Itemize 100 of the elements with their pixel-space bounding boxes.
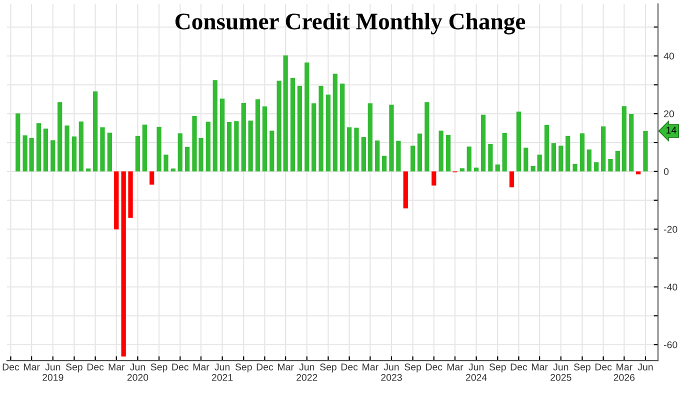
bar [142,124,147,172]
bar [326,94,331,172]
bar [206,122,210,172]
bar [629,114,634,172]
bar [480,114,486,172]
bar [375,140,380,172]
bar [36,123,42,172]
bar [403,171,408,208]
bar [615,150,620,172]
x-tick-label: Dec [87,364,104,370]
bar [234,121,239,172]
x-tick-label: Sep [320,364,336,372]
x-tick-label: Dec [341,364,358,370]
y-tick-label: 0 [664,168,669,176]
x-tick-label: Jun 2023 [381,364,402,381]
x-tick-label: Mar [447,364,464,370]
bar [212,80,218,172]
x-tick-label: Mar 2026 [614,364,635,381]
x-tick-label: Sep [574,364,590,372]
bar [226,122,232,172]
bar [530,166,536,172]
x-tick-label: Sep [404,364,422,372]
x-tick-label: Sep [489,364,506,372]
x-tick-label: Sep [66,364,82,372]
x-tick-label: Jun 2020 [127,364,148,381]
bar [156,126,162,172]
x-tick-label: Jun 2019 [42,364,64,381]
x-tick-label: Dec [172,364,189,370]
bar [368,103,372,172]
y-tick-label: -60 [664,341,678,348]
bar [502,133,507,172]
bar [636,171,641,174]
x-tick-label: Dec [426,364,442,370]
bar [92,91,98,172]
bar [270,130,274,172]
bar [78,121,84,172]
bar [276,80,282,172]
x-tick-label: Mar [278,364,294,370]
bar [255,99,260,172]
x-tick-label: Dec [595,364,612,370]
x-tick-label: Dec [256,364,274,370]
bar [466,146,472,172]
bar [460,168,464,172]
bar [184,146,190,172]
bar [410,146,416,172]
bar [509,171,514,188]
bar [248,120,253,172]
bar [643,130,648,172]
bar [572,164,578,172]
x-tick-label: Jun [638,364,653,370]
bar [262,106,268,172]
bar [72,136,77,172]
x-tick-label: Jun 2024 [466,364,487,381]
bar [64,125,70,172]
bar [551,143,556,172]
bar [537,154,542,172]
bar [241,102,246,172]
bar [432,171,436,186]
bar [354,128,359,172]
bar [114,171,119,230]
x-tick-label: Sep [235,364,252,372]
x-tick-label: Mar [24,364,40,370]
chart-title: Consumer Credit Monthly Change [175,12,526,34]
bar [107,132,112,172]
bar [135,136,140,172]
x-tick-label: Sep [150,364,168,372]
bar [566,136,570,172]
y-tick-label: -40 [664,284,678,291]
bar [346,127,352,172]
x-tick-label: Mar [193,364,210,370]
x-tick-label: Dec [2,364,20,370]
bar [128,171,133,218]
bar [558,146,564,172]
bar [396,140,401,172]
bar [424,102,430,172]
bar [290,78,296,172]
x-tick-label: Mar [362,364,378,370]
bar [332,74,338,172]
bar [150,171,154,185]
bar [438,130,444,172]
bar [283,55,288,172]
bar [220,98,225,172]
x-tick-label: Jun 2025 [550,364,572,381]
bar [622,106,626,172]
bar [474,168,479,172]
bar [516,112,522,172]
bar [304,62,310,172]
x-tick-label: Dec [510,364,528,370]
bar [524,148,528,172]
bar [495,164,500,172]
bar [340,84,345,172]
x-tick-label: Jun 2021 [212,364,233,381]
bar [58,102,62,172]
x-tick-label: Mar [532,364,548,370]
bar [178,133,182,172]
bar [121,171,126,356]
bar [318,86,324,172]
bar [417,134,422,172]
bar [389,104,394,172]
x-tick-label: Mar [108,364,125,370]
